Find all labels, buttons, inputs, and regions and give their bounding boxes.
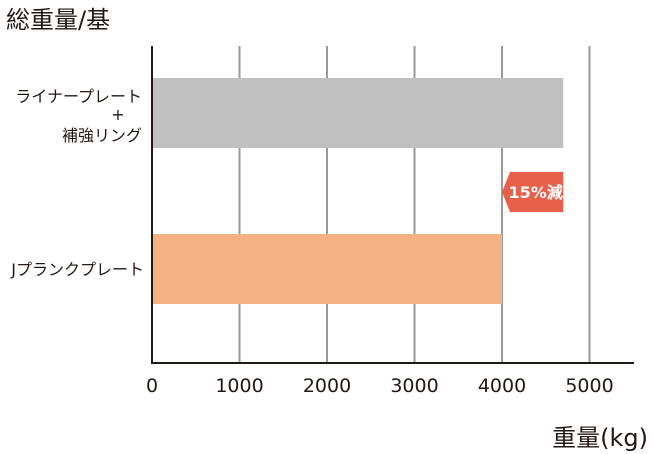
axes (151, 46, 634, 364)
x-tick-label-0: 0 (146, 375, 158, 397)
x-tick-label-4000: 4000 (478, 375, 526, 397)
category-label-1-line-2: + (111, 105, 124, 124)
category-labels: ライナープレート+ 補強リング Jプランクプレート (10, 87, 144, 279)
x-tick-label-3000: 3000 (390, 375, 438, 397)
category-label-1-line-3: 補強リング (62, 126, 142, 145)
tick-labels: 0 1000 2000 3000 4000 5000 (146, 375, 614, 397)
annotation-badge (502, 172, 564, 212)
x-tick-label-5000: 5000 (565, 375, 613, 397)
x-axis-label: 重量(kg) (552, 424, 648, 452)
chart-title: 総重量/基 (6, 6, 110, 34)
bar-j-plank-plate (152, 234, 502, 304)
x-tick-label-1000: 1000 (215, 375, 263, 397)
reduction-annotation: 15%減 (502, 172, 564, 212)
category-label-2-line-1: Jプランクプレート (10, 260, 144, 279)
bars (152, 78, 564, 304)
category-label-1-line-1: ライナープレート (15, 87, 142, 106)
bar-liner-plate-reinforcing-ring (152, 78, 564, 148)
x-tick-label-2000: 2000 (303, 375, 351, 397)
annotation-text: 15%減 (508, 183, 562, 202)
